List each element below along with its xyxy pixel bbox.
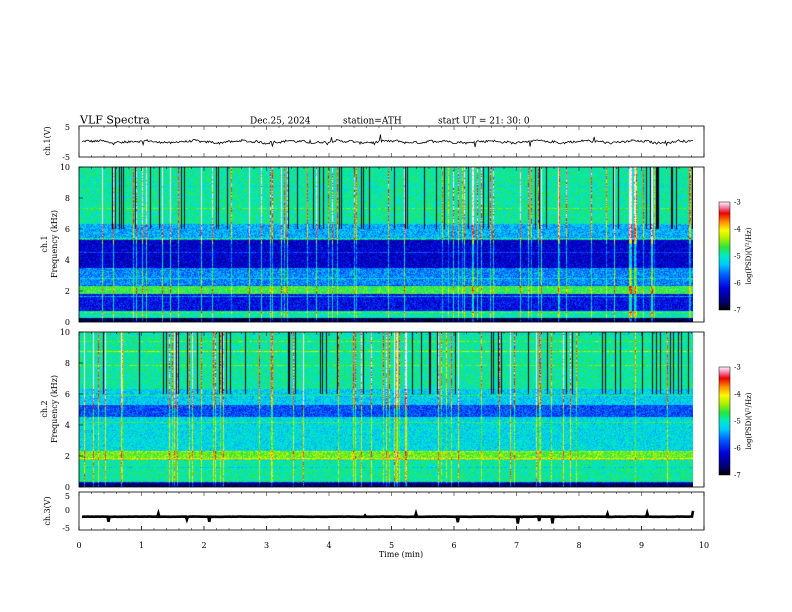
figure-title: VLF Spectra [79, 114, 150, 127]
ch2-freq-ylabel: Frequency (kHz) [50, 375, 59, 443]
time-tick-label: 0 [76, 541, 81, 550]
colorbar-tick-label: -6 [734, 445, 741, 453]
time-tick-label: 5 [389, 541, 394, 550]
time-tick-label: 1 [139, 541, 144, 550]
ch1-colorbar-gradient [719, 202, 730, 310]
time-tick-label: 10 [699, 541, 709, 550]
colorbar-tick-label: -3 [734, 364, 741, 372]
colorbar-tick-label: -4 [734, 391, 741, 399]
voltage-trace [81, 508, 695, 524]
freq-tick-label: 0 [65, 318, 70, 327]
ch2-freq-ticks: 10 8 6 4 2 0 [60, 328, 83, 492]
freq-tick-label: 6 [65, 225, 70, 234]
colorbar-tick-label: -3 [734, 199, 741, 207]
freq-tick-label: 8 [65, 359, 70, 368]
date-label: Dec.25, 2024 [250, 117, 311, 127]
ch1-ytick-top: 5 [65, 123, 70, 132]
colorbar-tick-label: -7 [734, 307, 741, 315]
time-tick-label: 3 [264, 541, 269, 550]
ch1-colorbar-label: log(PSD)(V²/Hz) [745, 227, 753, 284]
ch1-voltage-ylabel: ch.1(V) [43, 126, 52, 155]
ch3-ytick-top: 5 [65, 492, 70, 501]
ch1-spectrogram-image [79, 167, 693, 322]
ch2-channel-label: ch.2 [40, 400, 49, 417]
time-tick-label: 6 [451, 541, 456, 550]
freq-tick-label: 4 [65, 421, 70, 430]
colorbar-tick-label: -7 [734, 472, 741, 480]
freq-tick-label: 0 [65, 483, 70, 492]
freq-tick-label: 2 [65, 287, 70, 296]
ch2-colorbar: -3 -4 -5 -6 -7 log(PSD)(V²/Hz) [718, 364, 753, 480]
colorbar-tick-label: -4 [734, 226, 741, 234]
ch3-ytick-bottom: -5 [62, 524, 70, 533]
ch2-colorbar-ticks: -3 -4 -5 -6 -7 [734, 364, 741, 480]
colorbar-tick-label: -5 [734, 253, 741, 261]
ch1-voltage-panel: 5 -5 ch.1(V) [43, 123, 705, 162]
freq-tick-label: 8 [65, 194, 70, 203]
ch1-trace-layer [81, 134, 693, 148]
ch3-trace-layer [81, 508, 695, 524]
ch1-spectrogram-panel: 10 8 6 4 2 0 ch.1 Frequency (kHz) [40, 163, 705, 327]
freq-tick-label: 4 [65, 256, 70, 265]
colorbar-tick-label: -5 [734, 418, 741, 426]
voltage-trace [81, 134, 693, 148]
start-time-label: start UT = 21: 30: 0 [438, 117, 530, 127]
freq-tick-label: 2 [65, 452, 70, 461]
time-tick-label: 4 [326, 541, 331, 550]
station-label: station=ATH [343, 117, 402, 127]
ch2-colorbar-frame [718, 366, 731, 476]
frame-ticks [78, 126, 705, 530]
time-tick-label: 8 [576, 541, 581, 550]
ch2-colorbar-label: log(PSD)(V²/Hz) [745, 392, 753, 449]
ch1-channel-label: ch.1 [40, 235, 49, 252]
ch1-colorbar-ticks: -3 -4 -5 -6 -7 [734, 199, 741, 315]
time-tick-label: 2 [201, 541, 206, 550]
ch1-voltage-frame [78, 125, 705, 158]
ch2-spectrogram-panel: 10 8 6 4 2 0 ch.2 Frequency (kHz) [40, 328, 705, 492]
ch2-spectrogram-image [79, 332, 693, 487]
time-tick-label: 9 [639, 541, 644, 550]
ch1-freq-ticks: 10 8 6 4 2 0 [60, 163, 83, 327]
ch2-colorbar-gradient [719, 367, 730, 475]
ch1-ytick-bottom: -5 [62, 153, 70, 162]
freq-tick-label: 10 [60, 163, 70, 172]
ch3-voltage-frame [78, 491, 705, 531]
time-axis-label: Time (min) [379, 550, 423, 559]
ch3-ytick-mid: 0 [65, 506, 70, 515]
freq-tick-label: 10 [60, 328, 70, 337]
time-axis: 0 1 2 3 4 5 6 7 8 9 10 [76, 526, 709, 550]
ch1-colorbar-frame [718, 201, 731, 311]
freq-tick-label: 6 [65, 390, 70, 399]
colorbar-tick-label: -6 [734, 280, 741, 288]
ch3-voltage-ylabel: ch.3(V) [43, 496, 52, 525]
ch1-freq-ylabel: Frequency (kHz) [50, 210, 59, 278]
time-tick-label: 7 [514, 541, 519, 550]
ch3-voltage-panel: 5 0 -5 ch.3(V) 0 1 2 3 4 5 6 7 8 9 10 Time (min) [43, 491, 709, 559]
ch1-colorbar: -3 -4 -5 -6 -7 log(PSD)(V²/Hz) [718, 199, 753, 315]
